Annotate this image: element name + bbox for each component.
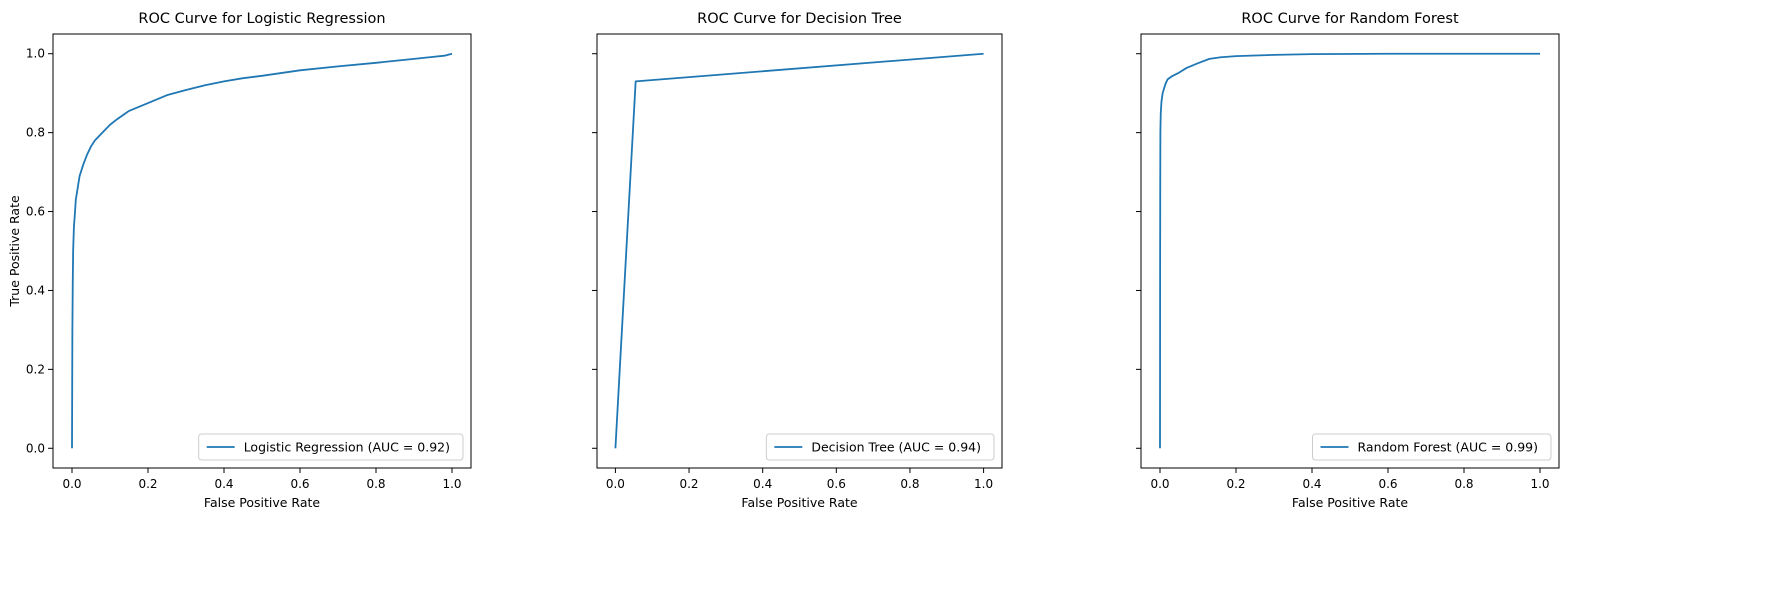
roc-curve-line (614, 52, 984, 449)
x-tick-label: 0.2 (679, 477, 698, 491)
chart-title: ROC Curve for Decision Tree (697, 11, 902, 27)
legend-label: Decision Tree (AUC = 0.94) (811, 440, 981, 455)
roc-panel-decision-tree: ROC Curve for Decision Tree False Positi… (592, 11, 1003, 510)
y-tick-label: 1.0 (26, 47, 45, 61)
x-tick-label: 0.0 (1150, 477, 1169, 491)
x-tick-label: 0.2 (138, 477, 157, 491)
x-tick-label: 0.4 (1302, 477, 1321, 491)
x-tick-label: 1.0 (1530, 477, 1549, 491)
plot-frame (596, 33, 1003, 469)
x-axis-label: False Positive Rate (741, 495, 857, 510)
plot-frame (1140, 33, 1560, 469)
legend-label: Logistic Regression (AUC = 0.92) (244, 440, 450, 455)
legend-box (765, 433, 995, 461)
y-tick-label: 0.8 (26, 126, 45, 140)
y-axis-label: True Positive Rate (7, 195, 22, 308)
x-tick-label: 0.8 (366, 477, 385, 491)
roc-curve-line (1159, 52, 1540, 449)
x-tick-label: 0.0 (606, 477, 625, 491)
y-tick-label: 0.2 (26, 362, 45, 376)
x-tick-label: 0.2 (1226, 477, 1245, 491)
x-tick-label: 0.0 (62, 477, 81, 491)
legend-box (1312, 433, 1552, 461)
x-tick-label: 0.4 (214, 477, 233, 491)
x-tick-label: 0.4 (753, 477, 772, 491)
x-axis-label: False Positive Rate (204, 495, 320, 510)
plot-frame (52, 33, 472, 469)
x-tick-label: 0.8 (900, 477, 919, 491)
y-tick-label: 0.0 (26, 441, 45, 455)
chart-title: ROC Curve for Logistic Regression (138, 11, 385, 27)
x-tick-label: 0.6 (1378, 477, 1397, 491)
roc-curve-line (71, 52, 453, 449)
x-axis-label: False Positive Rate (1292, 495, 1408, 510)
x-tick-label: 0.8 (1454, 477, 1473, 491)
roc-panel-random-forest: ROC Curve for Random Forest False Positi… (1136, 11, 1560, 510)
legend-box (198, 433, 464, 461)
x-tick-label: 0.6 (290, 477, 309, 491)
chart-title: ROC Curve for Random Forest (1241, 11, 1459, 27)
y-tick-label: 0.4 (26, 283, 45, 297)
x-tick-label: 1.0 (442, 477, 461, 491)
legend-label: Random Forest (AUC = 0.99) (1358, 440, 1539, 455)
roc-panel-logistic-regression: ROC Curve for Logistic Regression False … (7, 11, 472, 510)
x-tick-label: 1.0 (974, 477, 993, 491)
x-tick-label: 0.6 (827, 477, 846, 491)
y-tick-label: 0.6 (26, 205, 45, 219)
